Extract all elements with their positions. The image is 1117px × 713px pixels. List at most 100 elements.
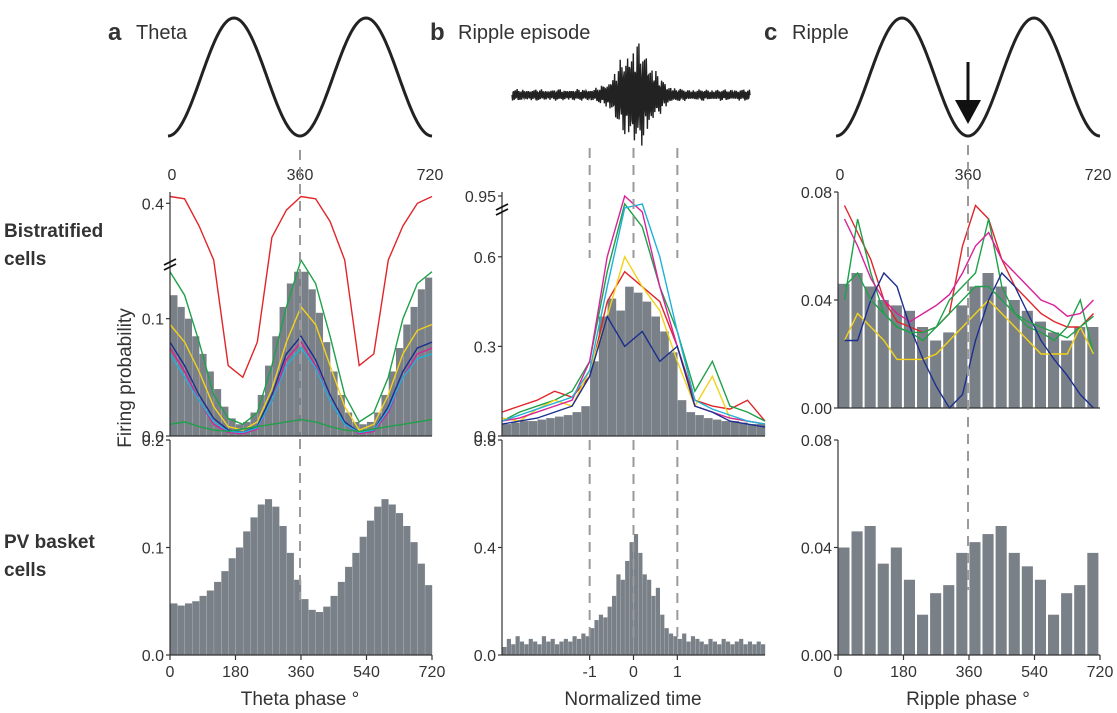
wave-a-tick-0: 0 [168,167,177,184]
bar [425,277,433,436]
bar [235,547,243,655]
y-tick-label: 0.08 [801,185,832,202]
bar [301,599,309,655]
bar [524,644,529,655]
y-axis-label: Firing probability [115,308,136,448]
panel-a-title: Theta [136,22,188,44]
bar [170,603,178,655]
bar [708,638,713,656]
bar [257,394,265,436]
x-axis-label-normalized-time: Normalized time [564,689,701,710]
panel-a-letter: a [108,19,122,46]
series-line-yellow [501,255,766,425]
panel-b-title: Ripple episode [458,22,590,44]
panel-b-letter: b [430,19,445,46]
bar [1061,593,1073,655]
bar [877,563,889,656]
bar [330,371,338,436]
bar [410,306,418,436]
bar [177,605,185,655]
bar [184,603,193,655]
y-tick-label: 0.0 [142,429,164,446]
chart-a_bottom: 0.0 0.1 0.2 0 180 360 540 720 [142,433,446,681]
bar [651,595,656,656]
bar [655,587,660,655]
bar [1048,332,1060,408]
chart-b_bottom: 0.0 0.4 0.8 -1 0 1 [474,433,766,681]
bar [581,633,586,655]
axis-break-icon [163,258,177,271]
bar [677,638,682,656]
bar [359,536,367,655]
bar [969,542,981,656]
bar [206,371,214,436]
series-line-blue [501,314,766,428]
bar [581,406,590,436]
bar [352,552,360,656]
x-tick-label: 1 [673,664,682,681]
bar [250,517,258,655]
bar [352,421,360,436]
x-tick-label: 720 [419,664,446,681]
bar [184,318,193,436]
bar [969,286,981,408]
y-tick-label: 0.8 [474,433,496,450]
bar [337,581,345,655]
x-tick-label: 0 [629,664,638,681]
bar [1087,327,1099,408]
bar [690,636,696,655]
chart-a_top: 0.0 0.1 0.4 [142,192,433,446]
theta-waveform-icon [167,16,433,138]
bar [1008,300,1020,408]
bar [752,644,757,655]
y-tick-label: 0.95 [465,189,496,206]
row-label-pv-basket-line1: PV basket [4,532,95,553]
bar [243,531,251,656]
y-tick-label: 0.1 [142,312,164,329]
x-tick-label: 180 [890,664,917,681]
bar [633,534,639,655]
bar [982,273,994,408]
row-label-bistratified-line2: cells [4,249,46,270]
bar [695,415,704,436]
y-tick-label: 0.0 [474,429,496,446]
bar [890,305,902,408]
y-tick-label: 0.08 [801,433,832,450]
bar [323,342,331,436]
bar [930,593,942,655]
bar [374,506,382,655]
bar [1021,566,1033,655]
y-tick-label: 0.00 [801,401,832,418]
bar [345,566,353,655]
bar [546,641,551,655]
bar [417,563,425,656]
series-line-blue [169,335,433,434]
bar [388,504,396,655]
bar [1048,614,1060,655]
bar [396,348,404,436]
x-tick-label: 180 [222,664,249,681]
bar [563,415,573,436]
bar [668,352,678,436]
bar [279,306,287,436]
bar [511,644,516,655]
bar [417,289,425,436]
bar [537,419,547,436]
bar [917,327,929,408]
bar [519,421,529,436]
wave-c-tick-360: 360 [955,167,982,184]
y-tick-label: 0.04 [801,293,832,310]
bar [629,542,634,656]
bar [730,421,739,436]
x-tick-label: 720 [1087,664,1114,681]
bar [541,636,547,655]
chart-c_top: 0.00 0.04 0.08 [801,185,1100,418]
panel-c-title: Ripple [792,22,849,44]
bar [734,641,739,655]
bar [533,641,538,655]
bar [257,504,265,655]
bar [699,641,704,655]
bar [743,644,748,655]
bar [712,641,717,655]
y-tick-label: 0.0 [142,648,164,665]
